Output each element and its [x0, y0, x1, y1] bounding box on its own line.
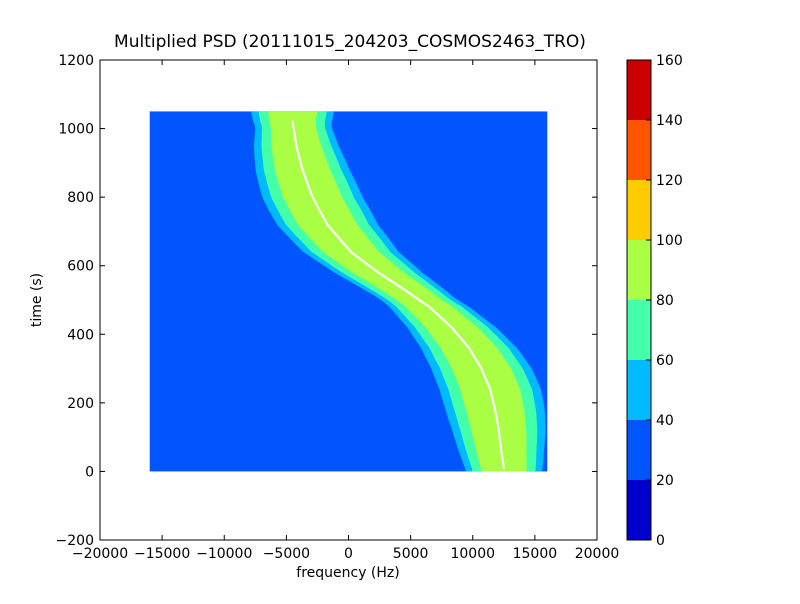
- y-tick-label: 400: [67, 327, 94, 343]
- y-tick-label: 0: [85, 464, 94, 480]
- y-tick-label: 200: [67, 396, 94, 412]
- y-tick-label: 1200: [58, 53, 94, 69]
- signal-band-80: [268, 111, 527, 472]
- x-tick-label: −20000: [72, 546, 128, 562]
- colorbar-tick-label: 20: [656, 473, 674, 489]
- colorbar-segment: [627, 300, 651, 360]
- y-tick-label: 1000: [58, 122, 94, 138]
- colorbar-tick-label: 120: [656, 173, 683, 189]
- y-axis-label: time (s): [29, 273, 45, 327]
- y-tick-label: 800: [67, 190, 94, 206]
- x-tick-label: 10000: [450, 546, 495, 562]
- x-tick-label: 15000: [513, 546, 558, 562]
- colorbar-segment: [627, 360, 651, 420]
- colorbar-segment: [627, 180, 651, 240]
- y-tick-label: 600: [67, 259, 94, 275]
- y-tick-label: −200: [56, 533, 94, 549]
- colorbar-tick-label: 60: [656, 353, 674, 369]
- x-axis-label: frequency (Hz): [296, 565, 399, 581]
- colorbar-tick-label: 0: [656, 533, 665, 549]
- chart-title: Multiplied PSD (20111015_204203_COSMOS24…: [114, 32, 586, 52]
- colorbar-tick-label: 140: [656, 113, 683, 129]
- colorbar-segment: [627, 240, 651, 300]
- colorbar-tick-label: 40: [656, 413, 674, 429]
- colorbar-tick-label: 80: [656, 293, 674, 309]
- colorbar-tick-label: 160: [656, 53, 683, 69]
- x-tick-label: −5000: [263, 546, 310, 562]
- signal-trace: [291, 120, 505, 470]
- colorbar: 0 20 40 60 80 100 120 140 160: [626, 53, 683, 549]
- colorbar-segment: [627, 120, 651, 180]
- x-tick-label: 20000: [575, 546, 620, 562]
- colorbar-segment: [627, 60, 651, 120]
- x-tick-label: −15000: [134, 546, 190, 562]
- x-tick-label: 0: [344, 546, 353, 562]
- x-tick-label: −10000: [196, 546, 252, 562]
- colorbar-segment: [627, 420, 651, 480]
- x-tick-label: 5000: [393, 546, 429, 562]
- colorbar-tick-label: 100: [656, 233, 683, 249]
- colorbar-segment: [627, 480, 651, 540]
